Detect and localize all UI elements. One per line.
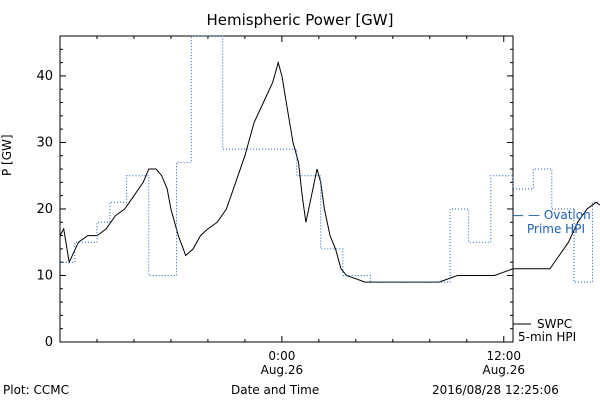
swpc-hpi-line <box>59 60 600 283</box>
x-axis-label: Date and Time <box>231 383 320 397</box>
y-tick-label: 0 <box>45 335 53 350</box>
swpc-legend-line2: 5-min HPI <box>518 330 576 344</box>
series-layer <box>59 35 600 283</box>
x-tick-time-label: 12:00 <box>486 349 521 363</box>
y-tick-label: 10 <box>36 268 53 283</box>
x-tick-date-label: Aug.26 <box>261 363 304 377</box>
chart-title: Hemispheric Power [GW] <box>206 11 394 29</box>
y-axis-label: P [GW] <box>0 134 14 176</box>
y-tick-label: 40 <box>36 69 53 84</box>
plot-credit: Plot: CCMC <box>3 383 69 397</box>
y-tick-label: 30 <box>36 135 53 150</box>
x-tick-time-label: 0:00 <box>268 349 295 363</box>
ovation-legend-line1: — Ovation <box>528 208 591 222</box>
swpc-legend-line1: SWPC <box>537 317 572 331</box>
ovation-prime-line <box>60 35 600 283</box>
y-tick-label: 20 <box>36 202 53 217</box>
axes: 0102030400:00Aug.2612:00Aug.260:00Aug.27… <box>36 35 525 377</box>
ovation-legend-line2: Prime HPI <box>527 222 585 236</box>
plot-frame <box>59 35 514 343</box>
plot-timestamp: 2016/08/28 12:25:06 <box>432 383 559 397</box>
x-tick-date-label: Aug.26 <box>482 363 525 377</box>
